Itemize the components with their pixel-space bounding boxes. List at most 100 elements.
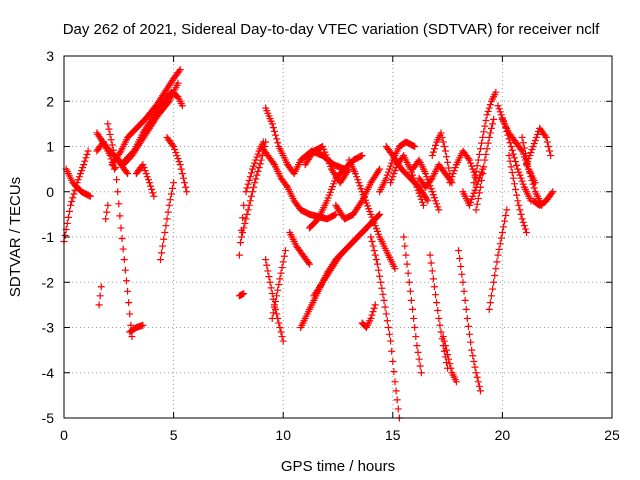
data-point <box>372 256 380 264</box>
data-point <box>514 197 522 205</box>
data-point <box>429 275 437 283</box>
data-point <box>268 120 276 128</box>
data-point <box>515 201 523 209</box>
data-point <box>459 278 467 286</box>
data-point <box>82 154 90 162</box>
data-point <box>128 333 136 341</box>
data-point <box>109 146 117 154</box>
data-point <box>107 136 115 144</box>
data-point <box>244 180 252 188</box>
chart-title: Day 262 of 2021, Sidereal Day-to-day VTE… <box>63 21 600 38</box>
x-tick-label: 5 <box>170 427 178 443</box>
data-point <box>179 174 187 182</box>
data-point <box>437 129 445 137</box>
data-point <box>476 145 484 153</box>
data-point <box>481 122 489 130</box>
data-point <box>353 173 361 181</box>
data-point <box>282 182 290 190</box>
data-point <box>378 284 386 292</box>
data-point <box>236 239 244 247</box>
series-t07 <box>121 88 186 164</box>
data-point <box>416 192 424 200</box>
data-point <box>162 222 170 230</box>
data-point <box>501 217 509 225</box>
y-tick-label: -3 <box>42 320 55 336</box>
data-point <box>530 184 538 192</box>
data-point <box>255 164 263 172</box>
data-point <box>240 224 248 232</box>
data-point <box>142 170 150 178</box>
data-point <box>466 201 474 209</box>
data-point <box>544 143 552 150</box>
data-point <box>182 183 190 191</box>
series-t31 <box>358 301 379 331</box>
data-point <box>391 167 399 175</box>
data-point <box>252 175 260 183</box>
data-point <box>469 352 477 360</box>
data-point <box>64 213 72 221</box>
data-point <box>485 104 493 112</box>
data-point <box>426 251 434 259</box>
data-point <box>173 152 181 160</box>
data-point <box>175 158 183 166</box>
data-point <box>183 188 191 196</box>
data-point <box>439 333 447 341</box>
data-point <box>409 305 417 313</box>
data-point <box>390 368 398 376</box>
data-point <box>452 378 460 386</box>
data-point <box>388 176 396 184</box>
data-point <box>143 173 151 181</box>
data-point <box>373 260 381 268</box>
data-point <box>480 163 488 171</box>
data-point <box>276 275 284 283</box>
data-point <box>474 378 482 386</box>
data-point <box>358 152 366 160</box>
grid <box>64 56 612 418</box>
data-point <box>440 143 448 150</box>
data-point <box>401 242 409 250</box>
data-point <box>417 369 425 377</box>
data-point <box>159 242 167 250</box>
x-tick-label: 25 <box>604 427 620 443</box>
data-point <box>304 259 312 267</box>
data-point <box>269 159 277 167</box>
data-point <box>115 200 123 208</box>
data-point <box>506 157 514 165</box>
data-point <box>521 149 529 157</box>
data-point <box>484 107 492 115</box>
data-point <box>382 174 390 182</box>
data-point <box>470 357 478 365</box>
data-point <box>430 194 438 202</box>
data-point <box>251 159 259 167</box>
data-point <box>247 169 255 177</box>
data-point <box>517 174 525 182</box>
data-point <box>482 116 490 124</box>
data-point <box>470 179 478 187</box>
data-point <box>357 185 365 193</box>
data-point <box>496 240 504 248</box>
series-t41 <box>446 147 480 187</box>
data-point <box>268 314 276 322</box>
data-point <box>119 245 127 253</box>
data-point <box>354 176 362 184</box>
data-point <box>418 198 426 206</box>
data-point <box>120 256 128 264</box>
data-point <box>140 164 148 172</box>
data-point <box>485 305 493 313</box>
data-point <box>105 125 113 133</box>
data-point <box>392 387 400 395</box>
data-point <box>65 207 73 215</box>
data-point <box>523 228 531 236</box>
data-point <box>174 155 182 163</box>
data-point <box>176 161 184 169</box>
data-point <box>78 167 86 175</box>
data-point <box>375 266 383 274</box>
data-point <box>471 363 479 371</box>
data-point <box>447 364 455 372</box>
data-point <box>531 136 539 144</box>
data-point <box>274 139 282 147</box>
data-point <box>445 164 453 172</box>
data-point <box>160 235 168 243</box>
series-t14 <box>95 283 105 309</box>
data-point <box>422 170 430 178</box>
